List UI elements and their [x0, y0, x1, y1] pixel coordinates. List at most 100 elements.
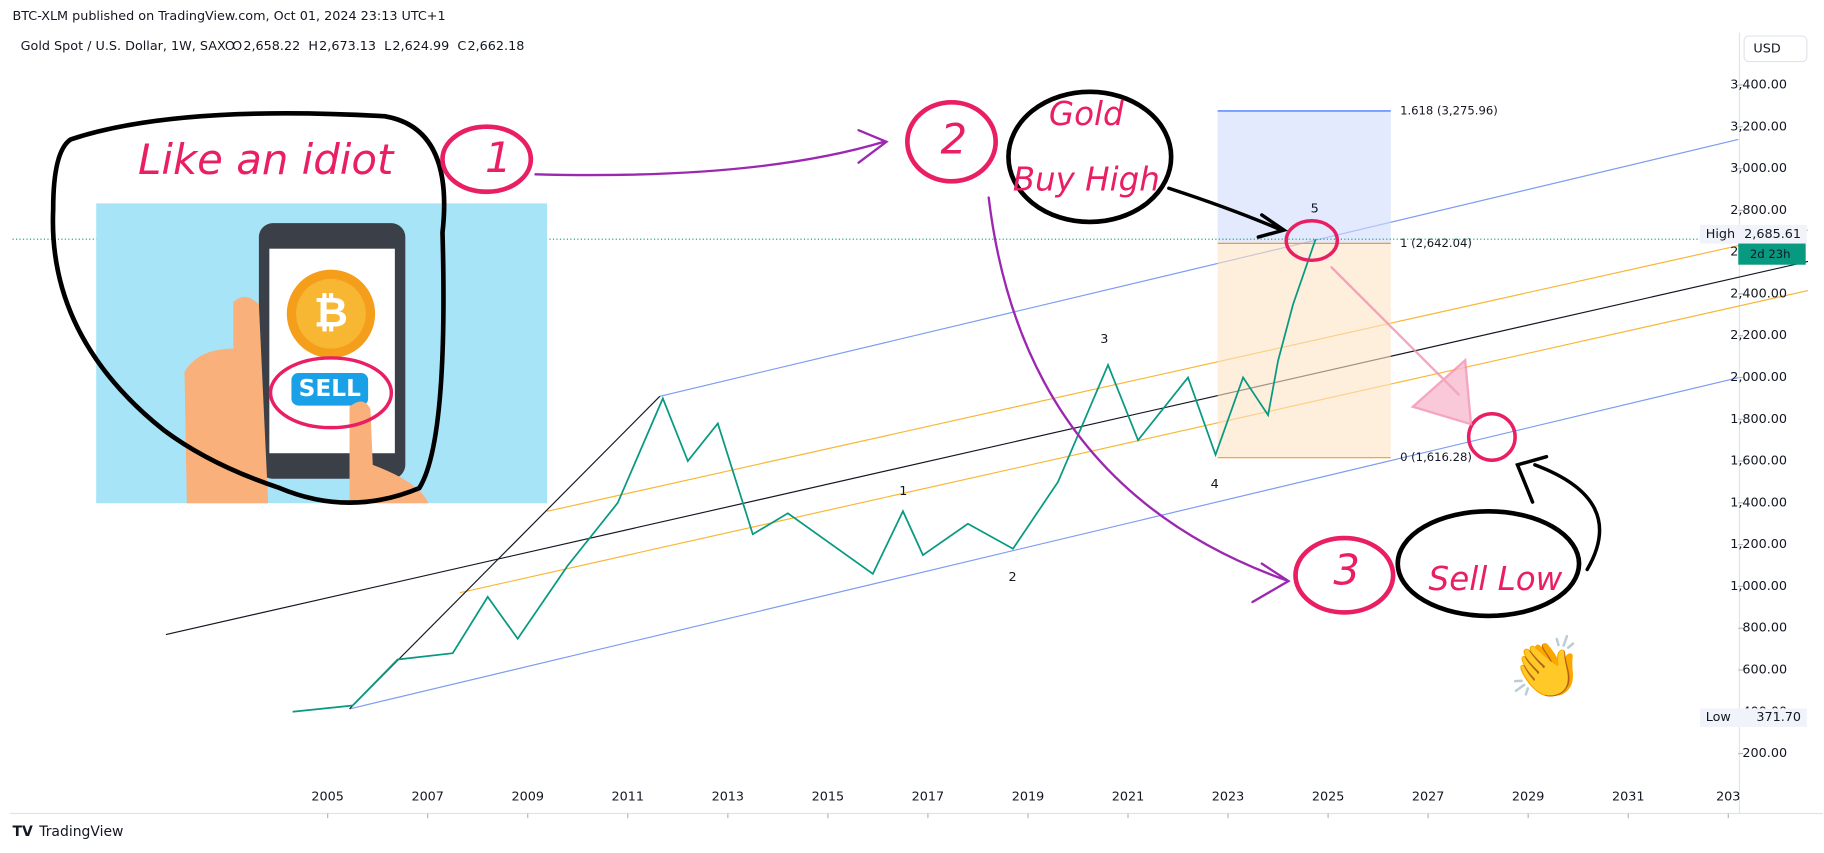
- x-tick-label: 2013: [712, 790, 745, 805]
- ohlc-value: 2,662.18: [468, 39, 525, 54]
- wave-label: 3: [1100, 332, 1108, 347]
- arrow: [1167, 186, 1288, 239]
- arrow: [1515, 454, 1602, 572]
- annotation: Gold: [1049, 95, 1124, 133]
- annotation: 1: [485, 133, 512, 182]
- plot: 200.00400.00600.00800.001,000.001,200.00…: [12, 78, 1807, 819]
- countdown: 2d 23h: [1750, 247, 1791, 261]
- currency[interactable]: USD: [1753, 41, 1780, 56]
- y-tick-label: 2,800.00: [1730, 203, 1787, 218]
- scribble: [1006, 89, 1174, 225]
- high-name: High: [1706, 227, 1735, 242]
- x-tick-label: 2007: [411, 790, 444, 805]
- fib-label: 0 (1,616.28): [1400, 450, 1472, 464]
- published: BTC-XLM published on TradingView.com, Oc…: [13, 9, 446, 24]
- circle-mark: [268, 356, 394, 430]
- finger: [349, 401, 429, 504]
- x-tick-label: 2017: [912, 790, 945, 805]
- ohlc-key: L: [384, 39, 392, 54]
- y-tick-label: 3,000.00: [1730, 161, 1787, 176]
- x-tick-label: 2011: [612, 790, 645, 805]
- arrow: [1330, 266, 1473, 426]
- x-tick-label: 2015: [812, 790, 845, 805]
- ohlc-key: H: [308, 39, 318, 54]
- y-tick-label: 800.00: [1742, 621, 1787, 636]
- low-name: Low: [1706, 710, 1731, 725]
- x-tick-label: 2019: [1012, 790, 1045, 805]
- x-tick-label: 2031: [1612, 790, 1645, 805]
- x-tick-label: 2005: [311, 790, 344, 805]
- hand: [184, 296, 269, 504]
- x-tick-label: 203: [1716, 790, 1740, 805]
- emoji: 👏: [1509, 633, 1584, 703]
- y-tick-label: 200.00: [1742, 746, 1787, 761]
- currency-box[interactable]: [1743, 35, 1808, 63]
- symbol: Gold Spot / U.S. Dollar, 1W, SAXO: [21, 39, 235, 54]
- wave-label: 2: [1008, 570, 1016, 585]
- annotation: Sell Low: [1429, 560, 1563, 598]
- wave-label: 5: [1311, 202, 1319, 217]
- ohlc-key: C: [457, 39, 466, 54]
- scribbles: [50, 89, 1602, 619]
- ohlc-value: 2,673.13: [319, 39, 376, 54]
- channel-line: [659, 138, 1739, 397]
- sell-text: SELL: [299, 375, 361, 402]
- scribble: [1466, 411, 1517, 462]
- high-value: 2,685.61: [1744, 227, 1801, 242]
- low-box: [1699, 708, 1807, 727]
- ohlc-value: 2,624.99: [392, 39, 449, 54]
- wave-label: 1: [899, 484, 907, 499]
- channel-line: [459, 289, 1809, 594]
- channel-line: [546, 229, 1809, 512]
- logo: TV: [13, 824, 34, 840]
- scribble: [1293, 535, 1396, 615]
- y-tick-label: 3,400.00: [1730, 78, 1787, 93]
- arrow: [987, 196, 1291, 604]
- coin-inner: [296, 278, 366, 349]
- fib-label: 1.618 (3,275.96): [1400, 103, 1498, 117]
- wave-label: 4: [1211, 477, 1219, 492]
- y-tick-label: 1,400.00: [1730, 495, 1787, 510]
- y-tick-label: 2,000.00: [1730, 370, 1787, 385]
- y-tick-label: 1,000.00: [1730, 579, 1787, 594]
- fib-label: 1 (2,642.04): [1400, 236, 1472, 250]
- footer: TradingView: [38, 824, 123, 840]
- fib-zone: [1217, 243, 1391, 458]
- x-tick-label: 2029: [1512, 790, 1544, 805]
- ohlc: O 2,658.22 H 2,673.13 L 2,624.99 C 2,662.18: [232, 39, 524, 54]
- y-tick-label: 1,800.00: [1730, 412, 1787, 427]
- scribble: [1284, 219, 1340, 263]
- scribble: [1395, 509, 1582, 619]
- price-line: [292, 238, 1317, 713]
- y-tick-label: 600.00: [1742, 662, 1787, 677]
- y-tick-label: 1,200.00: [1730, 537, 1787, 552]
- annotation: Buy High: [1013, 160, 1160, 198]
- scribble: [440, 124, 534, 195]
- phone-image: ₿ SELL: [96, 203, 548, 504]
- y-tick-label: 2,200.00: [1730, 328, 1787, 343]
- x-tick-label: 2009: [511, 790, 543, 805]
- x-tick-label: 2025: [1312, 790, 1345, 805]
- ohlc-key: O: [232, 39, 242, 54]
- scribble: [50, 111, 447, 505]
- x-tick-label: 2021: [1112, 790, 1145, 805]
- coin-symbol: ₿: [314, 287, 348, 336]
- sell-button: [291, 373, 369, 406]
- trend-line: [349, 395, 661, 710]
- fib-zone: [1217, 110, 1391, 244]
- drawings: [165, 138, 1809, 710]
- ohlc-value: 2,658.22: [243, 39, 300, 54]
- scribble: [905, 99, 998, 184]
- channel-line: [349, 377, 1739, 710]
- waves: 5 3 1 2 4: [899, 202, 1319, 585]
- arrow: [534, 128, 889, 177]
- annotation: 3: [1333, 545, 1360, 594]
- channel-line: [165, 260, 1809, 636]
- high-box: [1699, 224, 1807, 244]
- low-value: 371.70: [1756, 710, 1801, 725]
- annotation: Like an idiot: [138, 135, 395, 184]
- x-tick-label: 2027: [1412, 790, 1445, 805]
- y-tick-label: 3,200.00: [1730, 119, 1787, 134]
- x-tick-label: 2023: [1212, 790, 1244, 805]
